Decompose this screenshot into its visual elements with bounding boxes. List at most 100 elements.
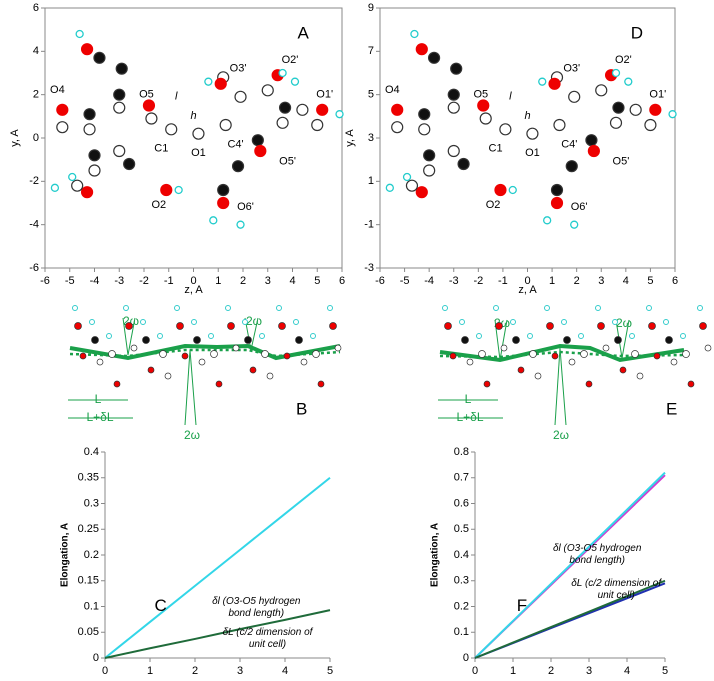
atom: [83, 108, 96, 121]
atom: [231, 160, 245, 173]
atom: [459, 319, 465, 325]
atom: [329, 322, 337, 330]
atom: [595, 84, 608, 97]
atom: [529, 350, 537, 358]
angle-line: [184, 349, 191, 426]
atom: [548, 77, 561, 90]
atom: [551, 352, 559, 360]
atom: [646, 305, 652, 311]
atom: [125, 322, 133, 330]
atom: [550, 196, 564, 210]
atom: [614, 336, 622, 344]
hydrogen: [611, 68, 621, 78]
atom: [602, 344, 610, 352]
atom: [483, 380, 491, 388]
atom: [165, 123, 178, 136]
molecule: [385, 29, 677, 229]
atom: [145, 112, 158, 125]
atom: [595, 305, 601, 311]
length-label: L: [465, 392, 472, 406]
atom: [565, 160, 578, 173]
atom-label: O2: [486, 199, 501, 211]
atom: [316, 103, 329, 116]
x-tick-label: 2: [192, 665, 198, 676]
atom: [80, 186, 94, 199]
atom: [687, 380, 695, 388]
y-tick-label: 0.8: [454, 446, 469, 458]
atom-label: C4': [227, 138, 243, 150]
x-tick-label: 3: [237, 665, 243, 676]
y-tick-label: 5: [368, 89, 374, 101]
hydrogen: [410, 29, 419, 39]
atom: [517, 366, 525, 374]
length-label: L+δL: [86, 410, 113, 424]
y-tick-label: 0.2: [454, 600, 469, 612]
atom: [115, 62, 128, 75]
atom: [415, 43, 428, 56]
y-tick-label: -2: [29, 175, 39, 187]
atom: [130, 344, 138, 352]
atom: [91, 336, 99, 344]
atom: [311, 118, 324, 132]
x-tick-label: 0: [472, 665, 478, 676]
atom: [461, 336, 469, 344]
atom: [317, 380, 325, 388]
hydrogen: [508, 185, 517, 195]
x-tick-label: 1: [549, 275, 555, 287]
atom: [251, 134, 264, 147]
series-line: [474, 579, 666, 659]
atom: [479, 112, 492, 125]
series-label: δL (c/2 dimension of unit cell): [571, 577, 662, 601]
y-tick-label: 0.5: [454, 523, 469, 535]
y-tick-label: 3: [368, 132, 374, 144]
hydrogen: [204, 77, 213, 86]
atom: [113, 144, 126, 158]
y-axis-label: y, A: [9, 129, 21, 147]
series-line: [474, 471, 666, 659]
atom: [680, 333, 686, 339]
atom: [585, 380, 593, 388]
atom: [113, 88, 126, 101]
panel-label: A: [297, 23, 309, 42]
hydrogen: [174, 185, 183, 195]
x-tick-label: 2: [240, 275, 246, 287]
atom: [644, 118, 657, 132]
series-name: δL (c/2 dimension of unit cell): [571, 577, 662, 601]
angle-line: [189, 349, 197, 426]
panel-label: B: [296, 399, 307, 418]
atom: [176, 322, 184, 330]
x-tick-label: -4: [90, 275, 100, 287]
atom-label: O1': [316, 89, 333, 101]
atom: [663, 319, 669, 325]
atom: [312, 350, 320, 358]
atom: [631, 350, 639, 358]
hydrogen: [209, 216, 218, 225]
atom: [88, 149, 101, 162]
atom: [123, 157, 136, 171]
atom: [499, 123, 512, 136]
x-tick-label: 4: [289, 275, 295, 287]
length-label: L+δL: [456, 410, 483, 424]
x-axis-label: z, A: [184, 284, 203, 296]
hydrogen: [335, 110, 344, 119]
y-tick-label: 0.3: [84, 497, 99, 509]
x-tick-label: -5: [400, 275, 410, 287]
angle-line: [499, 319, 508, 361]
atom: [629, 333, 635, 339]
atom: [648, 322, 656, 330]
series-name: δl (O3-O5 hydrogen bond length): [212, 596, 301, 620]
y-tick-label: 9: [368, 2, 374, 14]
atom: [534, 372, 542, 380]
atom: [418, 108, 431, 121]
atom: [447, 101, 460, 114]
angle-line: [122, 317, 129, 356]
hydrogen: [290, 77, 300, 86]
hydrogen: [402, 172, 412, 182]
x-tick-label: -1: [164, 275, 174, 287]
atom-label: O1: [525, 147, 540, 159]
atom: [72, 305, 78, 311]
atom: [612, 101, 625, 114]
atom: [447, 144, 460, 158]
y-tick-label: 6: [33, 2, 39, 14]
